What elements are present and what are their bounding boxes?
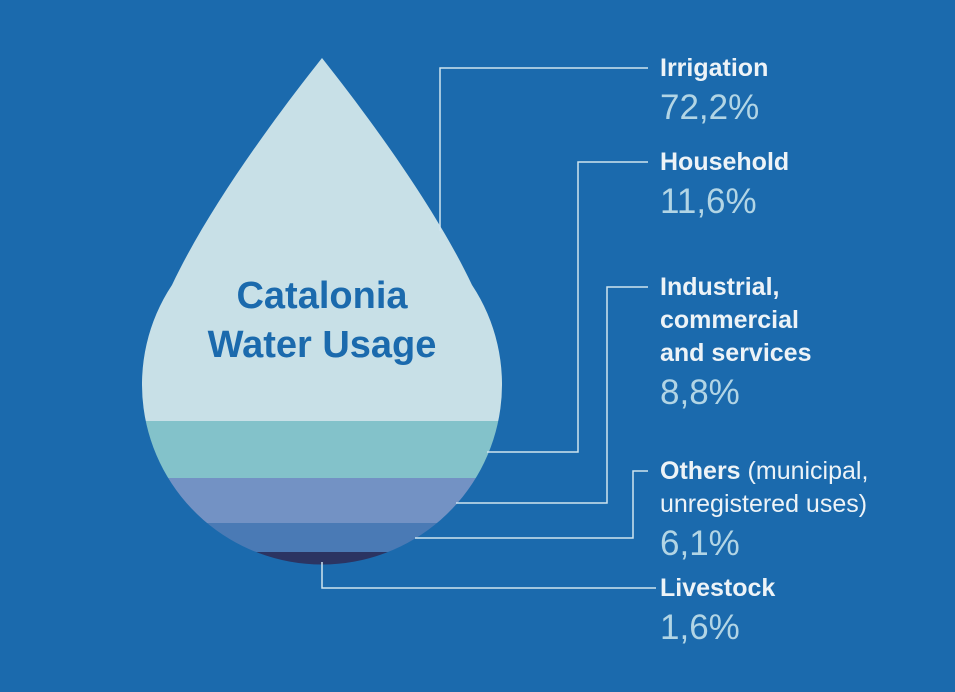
- segment-industrial: [142, 478, 502, 523]
- connector-others: [415, 470, 648, 539]
- category-name-line2: commercial: [660, 306, 799, 334]
- chart-title-line2: Water Usage: [207, 324, 437, 366]
- chart-title-line1: Catalonia: [236, 275, 408, 317]
- category-value: 1,6%: [660, 608, 740, 647]
- category-name-note: (municipal,: [740, 457, 869, 485]
- connector-industrial: [456, 286, 648, 504]
- category-name: Livestock: [660, 574, 776, 602]
- category-value: 72,2%: [660, 88, 760, 127]
- category-name: Household: [660, 148, 790, 176]
- category-name-line3: and services: [660, 339, 812, 367]
- category-value: 6,1%: [660, 524, 740, 563]
- segment-household: [142, 421, 502, 478]
- connector-household: [487, 161, 648, 453]
- label-household: Household 11,6%: [660, 146, 789, 222]
- category-value: 11,6%: [660, 182, 757, 221]
- source-note: Source: Adapted by REVOLVE from Catalan …: [22, 633, 338, 692]
- connector-livestock: [321, 562, 656, 589]
- label-irrigation: Irrigation 72,2%: [660, 52, 768, 128]
- chart-title: Catalonia Water Usage: [140, 272, 504, 370]
- category-name-bold: Others: [660, 457, 741, 485]
- category-name-line2: unregistered uses): [660, 490, 868, 518]
- connector-irrigation: [439, 67, 648, 231]
- category-name: Irrigation: [660, 54, 769, 82]
- label-livestock: Livestock 1,6%: [660, 572, 775, 648]
- category-value: 8,8%: [660, 373, 740, 412]
- label-industrial: Industrial, commercial and services 8,8%: [660, 271, 812, 413]
- label-others: Others (municipal, unregistered uses) 6,…: [660, 455, 868, 564]
- category-name-line1: Others (municipal,: [660, 455, 868, 488]
- segment-livestock: [142, 552, 502, 565]
- category-name-line1: Industrial,: [660, 273, 780, 301]
